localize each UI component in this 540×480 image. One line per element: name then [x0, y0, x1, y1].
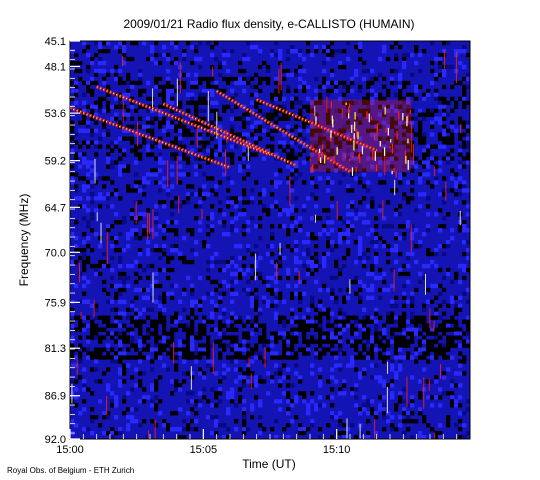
- axes: 45.1 48.1 53.6 59.2 64.7 70.0 75.9 81.3 86.9 92.0…: [45, 36, 471, 456]
- y-tick-label: 70.0: [45, 247, 66, 259]
- y-tick-label: 75.9: [45, 297, 66, 309]
- plot-area: [70, 41, 470, 439]
- y-tick-label: 45.1: [45, 36, 66, 48]
- y-tick-label: 59.2: [45, 156, 66, 168]
- y-tick-label: 86.9: [45, 391, 66, 403]
- y-tick-label: 48.1: [45, 61, 66, 73]
- y-tick-label: 92.0: [45, 434, 66, 446]
- chart-title: 2009/01/21 Radio flux density, e-CALLIST…: [123, 17, 414, 31]
- y-tick-label: 81.3: [45, 343, 66, 355]
- x-tick-label: 15:10: [323, 444, 351, 456]
- drifting-burst-1: [96, 85, 271, 157]
- x-axis-label: Time (UT): [242, 457, 296, 471]
- x-tick-label: 15:05: [190, 444, 218, 456]
- y-tick-label: 64.7: [45, 202, 66, 214]
- interference-streaks: [71, 50, 462, 439]
- y-axis-label: Frequency (MHz): [17, 194, 31, 287]
- emission-patch: [310, 99, 412, 172]
- credit-text: Royal Obs. of Belgium - ETH Zurich: [7, 466, 134, 475]
- x-tick-label: 15:00: [56, 444, 84, 456]
- burst-features: [70, 85, 412, 178]
- y-tick-label: 53.6: [45, 108, 66, 120]
